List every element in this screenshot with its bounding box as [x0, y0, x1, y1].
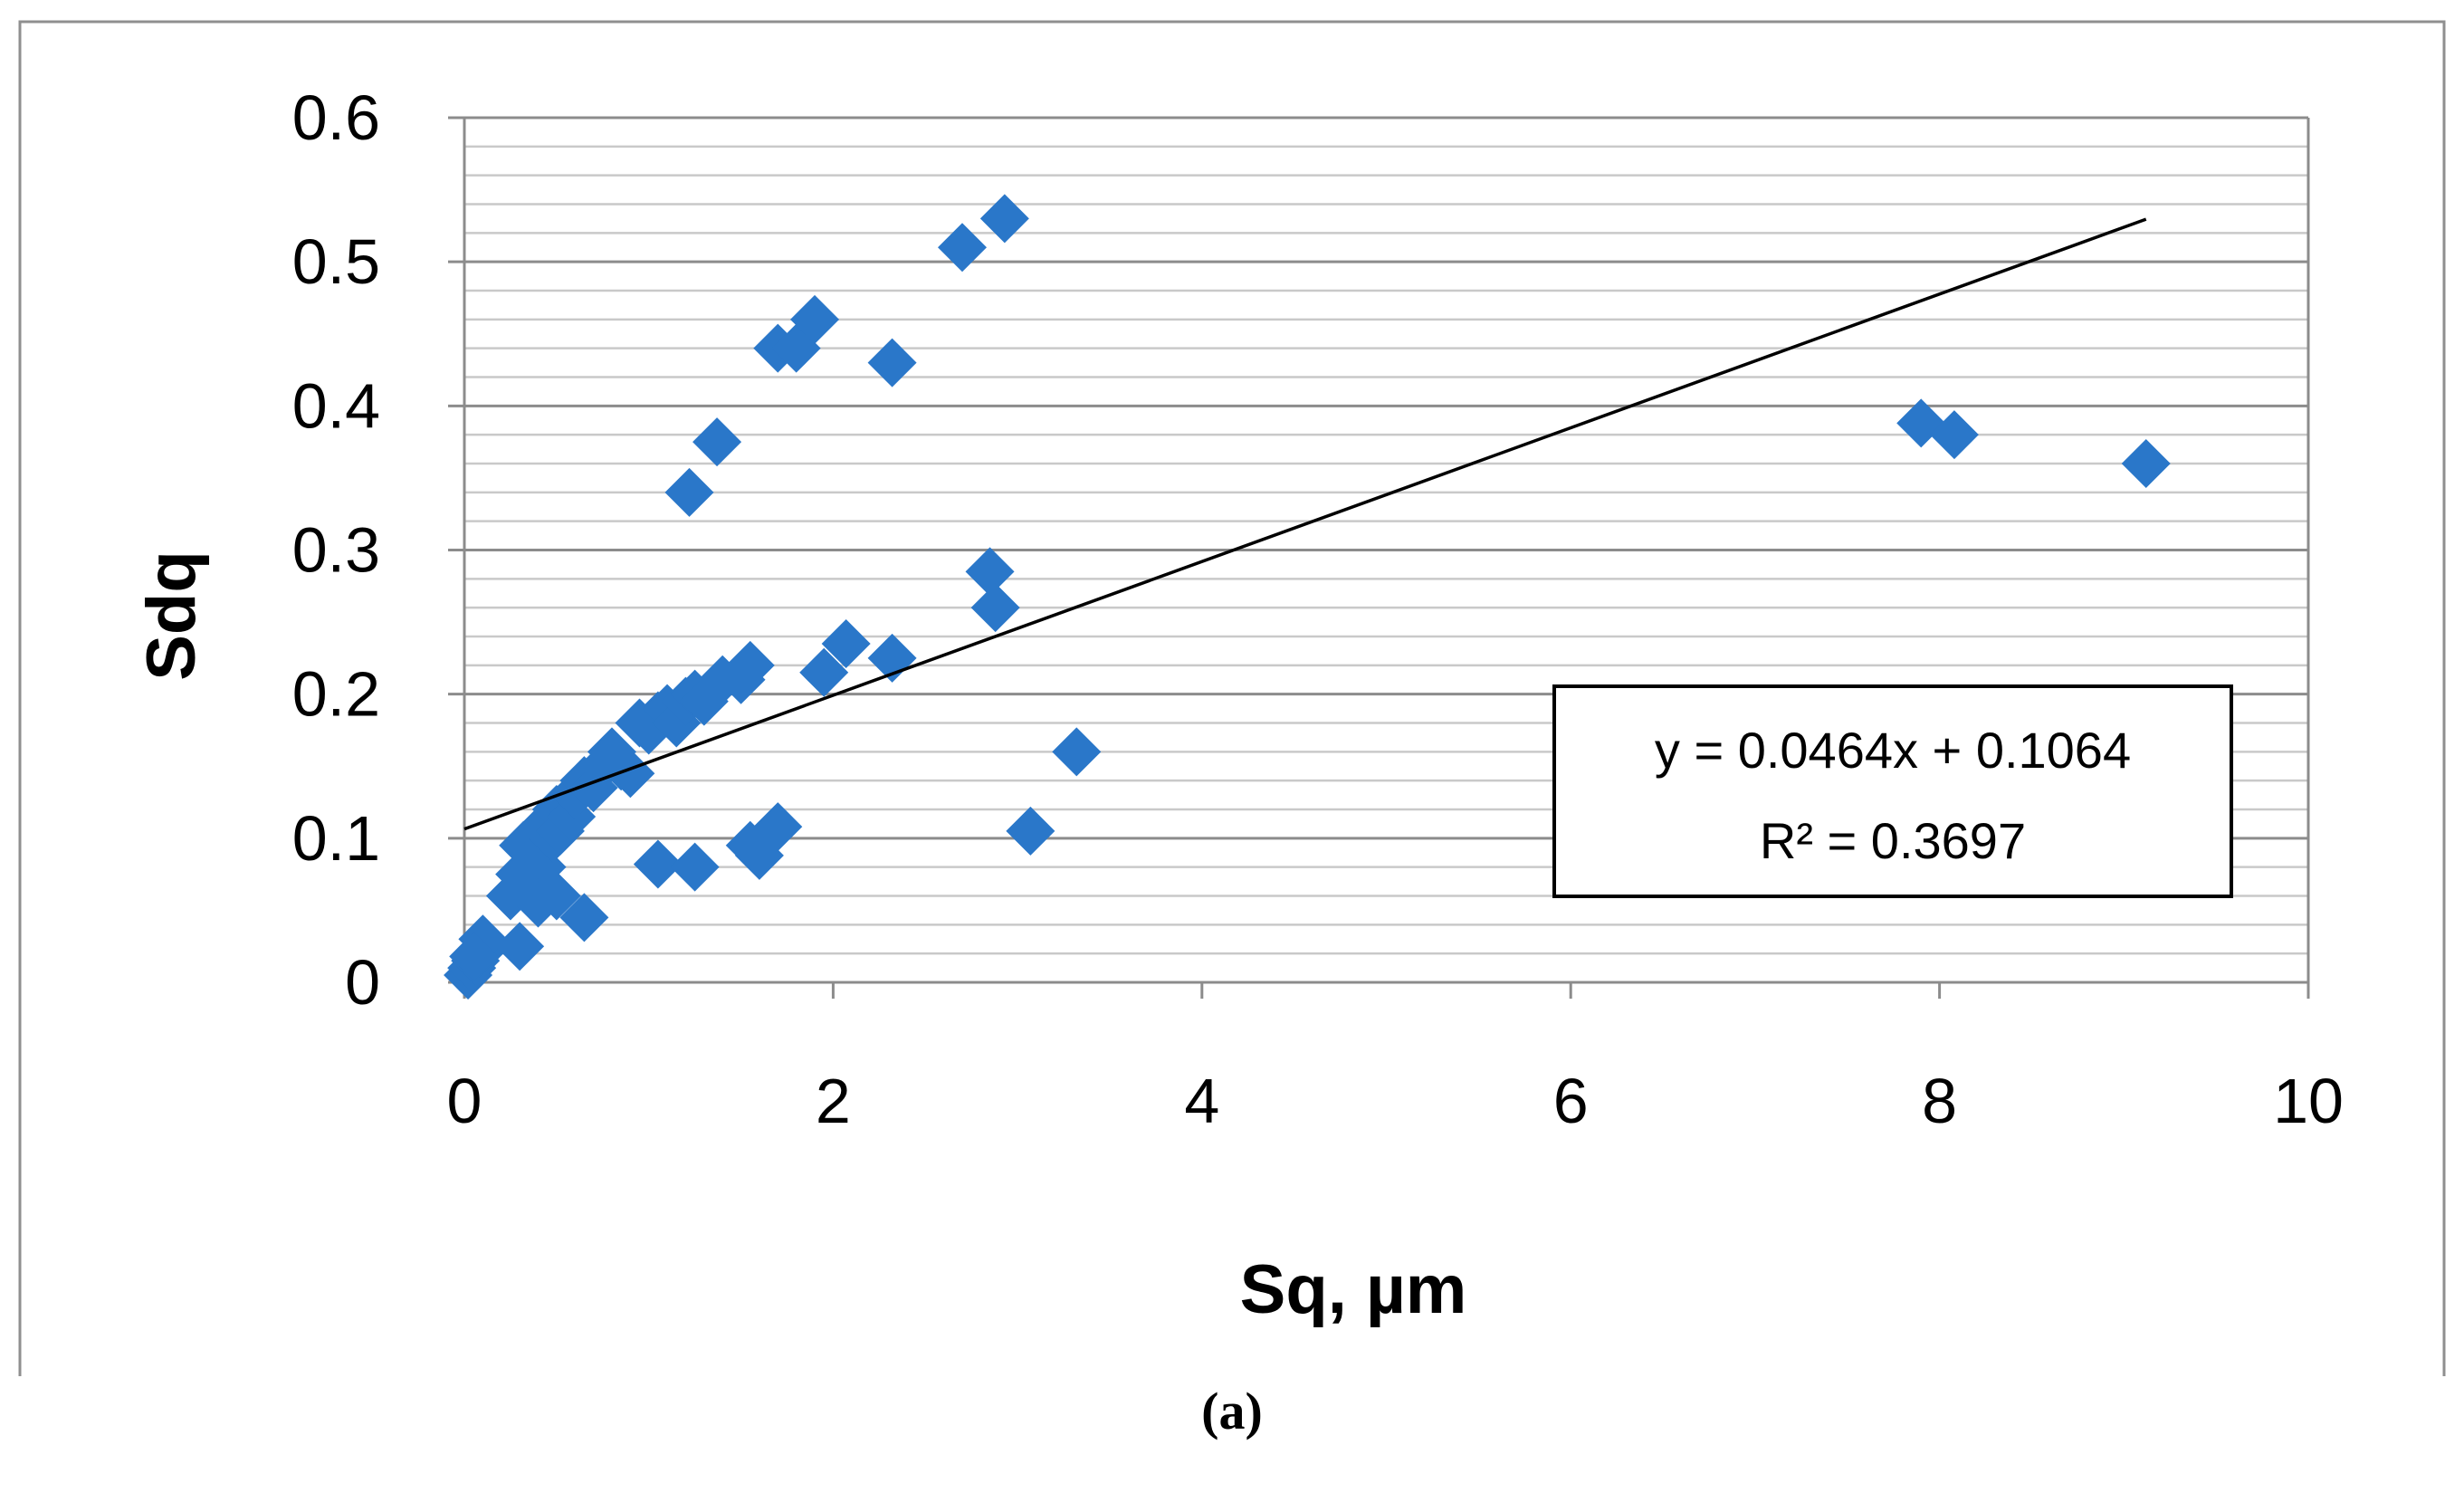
- x-tick-label: 2: [816, 1066, 851, 1136]
- equation-box: y = 0.0464x + 0.1064 R² = 0.3697: [1552, 684, 2233, 898]
- chart-svg: 0 2 4 6 8 10 0 0.1 0.2 0.3 0.4 0.5 0.6 Sdq Sq, µm y…: [18, 20, 2446, 1400]
- data-point: [559, 893, 609, 943]
- data-point: [531, 871, 581, 921]
- data-point: [2121, 439, 2171, 488]
- r-squared-text: R² = 0.3697: [1760, 812, 2026, 869]
- y-tick-labels: 0 0.1 0.2 0.3 0.4 0.5 0.6: [292, 82, 380, 1018]
- data-point: [633, 839, 683, 889]
- x-axis-label: Sq, µm: [1240, 1251, 1467, 1328]
- data-point: [664, 467, 714, 517]
- data-point: [753, 802, 803, 852]
- equation-box-border: [1552, 684, 2233, 898]
- data-point: [867, 338, 917, 388]
- data-point: [790, 294, 840, 344]
- x-tick-label: 6: [1553, 1066, 1589, 1136]
- data-point: [937, 223, 987, 273]
- data-point: [692, 417, 742, 467]
- x-tick-label: 4: [1184, 1066, 1219, 1136]
- data-point: [970, 583, 1020, 633]
- data-point: [670, 842, 720, 892]
- trendline: [463, 217, 2147, 831]
- x-tick-labels: 0 2 4 6 8 10: [447, 1066, 2344, 1136]
- y-tick-label: 0.2: [292, 659, 380, 730]
- y-tick-label: 0: [345, 947, 380, 1018]
- x-tick-label: 8: [1922, 1066, 1957, 1136]
- data-point: [449, 932, 499, 981]
- data-point: [606, 749, 655, 799]
- chart-figure: 0 2 4 6 8 10 0 0.1 0.2 0.3 0.4 0.5 0.6 Sdq Sq, µm y…: [18, 20, 2446, 1400]
- data-point: [495, 922, 545, 971]
- y-tick-label: 0.6: [292, 82, 380, 153]
- data-point: [1052, 727, 1102, 777]
- x-axis-ticks: [463, 982, 2310, 999]
- y-tick-label: 0.1: [292, 803, 380, 874]
- data-point: [725, 640, 775, 690]
- data-point: [1929, 410, 1979, 460]
- x-tick-label: 10: [2273, 1066, 2344, 1136]
- y-tick-label: 0.3: [292, 515, 380, 586]
- data-point: [799, 647, 849, 697]
- equation-text: y = 0.0464x + 0.1064: [1655, 722, 2131, 779]
- data-point: [821, 618, 871, 668]
- figure-caption: (a): [1201, 1382, 1263, 1440]
- data-point: [979, 194, 1029, 244]
- x-tick-label: 0: [447, 1066, 482, 1136]
- data-point: [965, 547, 1015, 597]
- scatter-points: [444, 194, 2171, 1000]
- data-point: [1006, 806, 1055, 856]
- y-axis-label: Sdq: [133, 550, 210, 681]
- y-tick-label: 0.5: [292, 226, 380, 297]
- y-tick-label: 0.4: [292, 370, 380, 441]
